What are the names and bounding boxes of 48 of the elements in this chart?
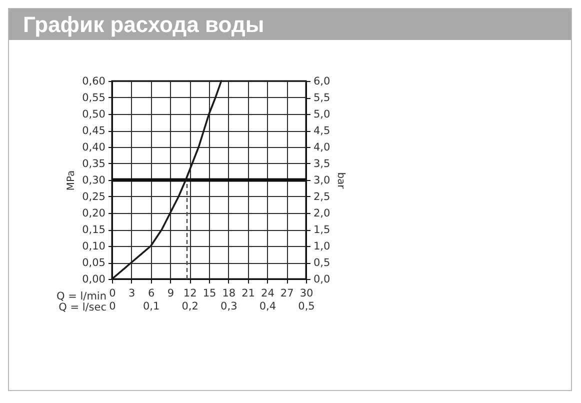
- x2-tick-label: 0,5: [298, 300, 315, 312]
- y-tick-label: 0,00: [82, 274, 106, 286]
- y-tick-label: 0,05: [82, 257, 106, 269]
- y2-tick-label: 0,5: [314, 257, 330, 269]
- x2-axis-title: Q = l/sec: [58, 302, 107, 314]
- y2-tick-label: 4,5: [314, 125, 330, 137]
- y2-tick-label: 4,0: [314, 142, 330, 154]
- y2-tick-label: 3,0: [314, 174, 330, 186]
- y2-tick-label: 1,0: [314, 240, 330, 252]
- x-tick-label: 18: [222, 288, 236, 300]
- y-tick-label: 0,35: [82, 158, 106, 170]
- y-tick-label: 0,15: [82, 224, 106, 236]
- x-tick-label: 3: [128, 288, 136, 300]
- x-tick-label: 9: [167, 288, 174, 300]
- x-tick-label: 6: [148, 288, 155, 300]
- y-axis-title: MPa: [66, 170, 78, 191]
- y-tick-label: 0,10: [82, 240, 106, 252]
- x-tick-label: 30: [300, 288, 314, 300]
- x-tick-label: 27: [280, 288, 294, 300]
- x2-tick-label: 0: [109, 300, 116, 312]
- y-tick-label: 0,55: [82, 92, 106, 104]
- y-tick-label: 0,40: [82, 142, 106, 154]
- y2-tick-label: 6,0: [314, 76, 330, 88]
- y2-tick-label: 0,0: [314, 274, 330, 286]
- x2-tick-label: 0,2: [182, 300, 198, 312]
- y-tick-label: 0,50: [82, 108, 106, 120]
- y2-tick-label: 2,5: [314, 191, 330, 203]
- y-tick-label: 0,45: [82, 125, 106, 137]
- y-tick-label: 0,20: [82, 208, 106, 220]
- y-tick-label: 0,60: [82, 76, 106, 88]
- x-tick-label: 15: [202, 288, 216, 300]
- y2-tick-label: 1,5: [314, 224, 330, 236]
- y2-tick-label: 3,5: [314, 158, 330, 170]
- x-axis-title: Q = l/min: [56, 290, 106, 302]
- y2-tick-label: 5,0: [314, 108, 330, 120]
- x-tick-label: 24: [261, 288, 275, 300]
- x-tick-label: 12: [183, 288, 197, 300]
- x-tick-label: 21: [242, 288, 255, 300]
- y-tick-label: 0,30: [82, 174, 106, 186]
- x-tick-label: 0: [109, 288, 116, 300]
- chart-title: График расхода воды: [23, 12, 264, 38]
- y2-axis-title: bar: [335, 172, 346, 190]
- x2-tick-label: 0,4: [259, 300, 276, 312]
- x2-tick-label: 0,3: [220, 300, 238, 312]
- y2-tick-label: 5,5: [314, 92, 330, 104]
- y-tick-label: 0,25: [82, 191, 106, 203]
- x2-tick-label: 0,1: [142, 300, 160, 312]
- y2-tick-label: 2,0: [314, 208, 330, 220]
